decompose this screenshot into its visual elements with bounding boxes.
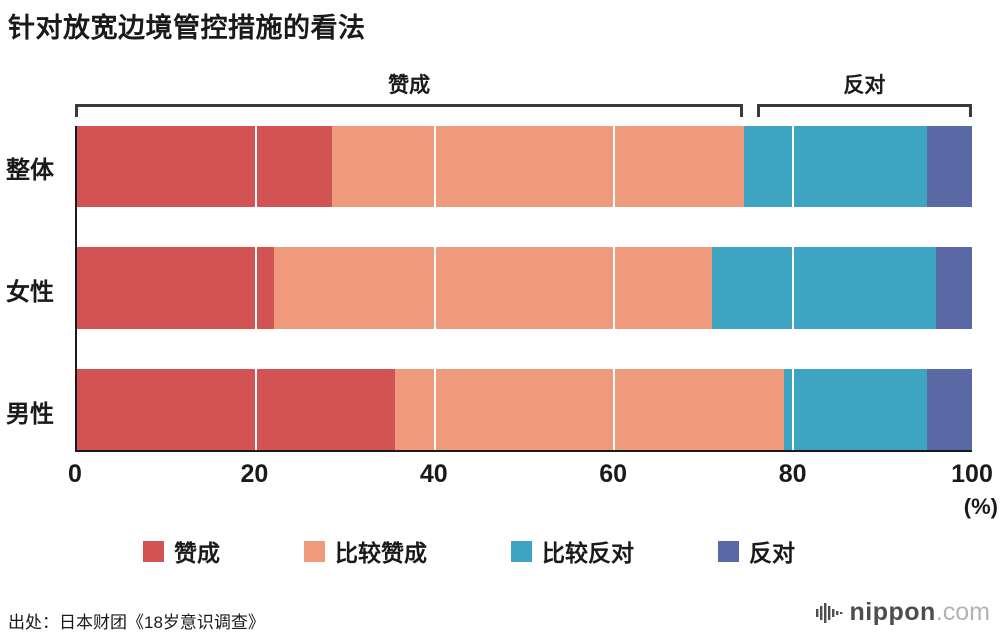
x-axis-labels: 0 20 40 60 80 100: [68, 460, 993, 490]
brand-tld: .com: [935, 598, 990, 626]
brand-name: nippon: [849, 598, 936, 626]
legend-label: 反对: [749, 540, 795, 566]
bars: [77, 126, 972, 450]
category-label: 整体: [6, 156, 54, 184]
bracket: 反对: [756, 74, 972, 117]
legend-swatch: [143, 540, 164, 562]
category-labels: 整体 女性 男性: [0, 126, 68, 452]
waveform-icon: [815, 599, 843, 627]
legend-swatch: [304, 540, 325, 562]
bar-segment: [77, 126, 333, 208]
bar-row: [77, 126, 972, 208]
x-tick-label: 100: [951, 460, 993, 488]
bracket-label: 反对: [843, 74, 886, 97]
legend-swatch: [511, 540, 532, 562]
bar-segment: [712, 247, 937, 329]
x-tick-label: 40: [419, 460, 448, 488]
x-tick-label: 80: [778, 460, 807, 488]
bracket-label: 赞成: [388, 74, 431, 97]
x-tick-label: 20: [240, 460, 269, 488]
bar-segment: [743, 126, 928, 208]
bar-segment: [927, 368, 972, 450]
axis-unit-label: (%): [963, 494, 998, 519]
bar-segment: [394, 368, 785, 450]
bar-segment: [784, 368, 928, 450]
legend: 赞成 比较赞成 比较反对 反对: [143, 534, 795, 568]
x-tick-label: 60: [599, 460, 628, 488]
source-note: 出处：日本财团《18岁意识调查》: [8, 613, 265, 632]
legend-swatch: [718, 540, 739, 562]
bar-segment: [332, 126, 744, 208]
legend-label: 比较反对: [542, 540, 634, 566]
legend-item: 反对: [718, 534, 795, 568]
bar-segment: [927, 126, 972, 208]
legend-label: 赞成: [174, 540, 220, 566]
legend-item: 比较赞成: [304, 534, 427, 568]
chart-title: 针对放宽边境管控措施的看法: [8, 13, 366, 43]
x-tick-label: 0: [68, 460, 82, 488]
bar-segment: [77, 368, 395, 450]
legend-label: 比较赞成: [335, 540, 427, 566]
category-label: 男性: [6, 400, 54, 428]
legend-item: 赞成: [143, 534, 220, 568]
bar-segment: [273, 247, 713, 329]
bar-segment: [77, 247, 274, 329]
legend-item: 比较反对: [511, 534, 634, 568]
brackets: 赞成 反对: [75, 74, 972, 122]
category-label: 女性: [6, 278, 54, 306]
bar-row: [77, 368, 972, 450]
plot-area: [75, 126, 972, 452]
bar-row: [77, 247, 972, 329]
nippon-com-logo: nippon .com: [815, 598, 990, 627]
bar-segment: [936, 247, 972, 329]
bracket: 赞成: [75, 74, 744, 117]
